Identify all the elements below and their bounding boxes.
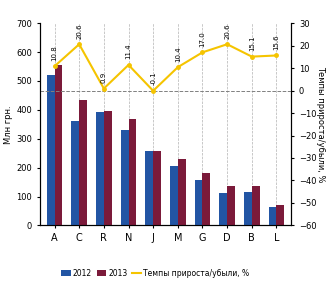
Bar: [128, 119, 136, 225]
Text: 0.9: 0.9: [101, 72, 107, 83]
Bar: [145, 151, 153, 225]
Bar: [71, 121, 79, 225]
Bar: [120, 130, 128, 225]
Bar: [79, 100, 87, 225]
Bar: [104, 111, 112, 225]
Y-axis label: Млн грн.: Млн грн.: [4, 105, 14, 144]
Bar: [203, 173, 211, 225]
Bar: [219, 193, 227, 225]
Text: 15.1: 15.1: [249, 35, 255, 51]
Text: 11.4: 11.4: [125, 44, 131, 59]
Bar: [268, 207, 276, 225]
Text: 10.4: 10.4: [175, 46, 181, 62]
Legend: 2012, 2013, Темпы прироста/убыли, %: 2012, 2013, Темпы прироста/убыли, %: [58, 266, 253, 281]
Bar: [195, 180, 203, 225]
Bar: [96, 112, 104, 225]
Bar: [170, 166, 178, 225]
Bar: [227, 186, 235, 225]
Bar: [252, 186, 260, 225]
Text: 20.6: 20.6: [224, 23, 230, 39]
Text: -0.1: -0.1: [150, 71, 156, 85]
Text: 10.8: 10.8: [52, 45, 58, 61]
Bar: [153, 151, 161, 225]
Bar: [276, 205, 284, 225]
Bar: [47, 75, 55, 225]
Text: 20.6: 20.6: [76, 23, 82, 39]
Bar: [178, 159, 186, 225]
Bar: [244, 192, 252, 225]
Bar: [55, 65, 63, 225]
Text: 17.0: 17.0: [200, 31, 206, 47]
Text: 15.6: 15.6: [273, 34, 279, 50]
Y-axis label: Темпы прироста/убыли, %: Темпы прироста/убыли, %: [316, 66, 325, 183]
